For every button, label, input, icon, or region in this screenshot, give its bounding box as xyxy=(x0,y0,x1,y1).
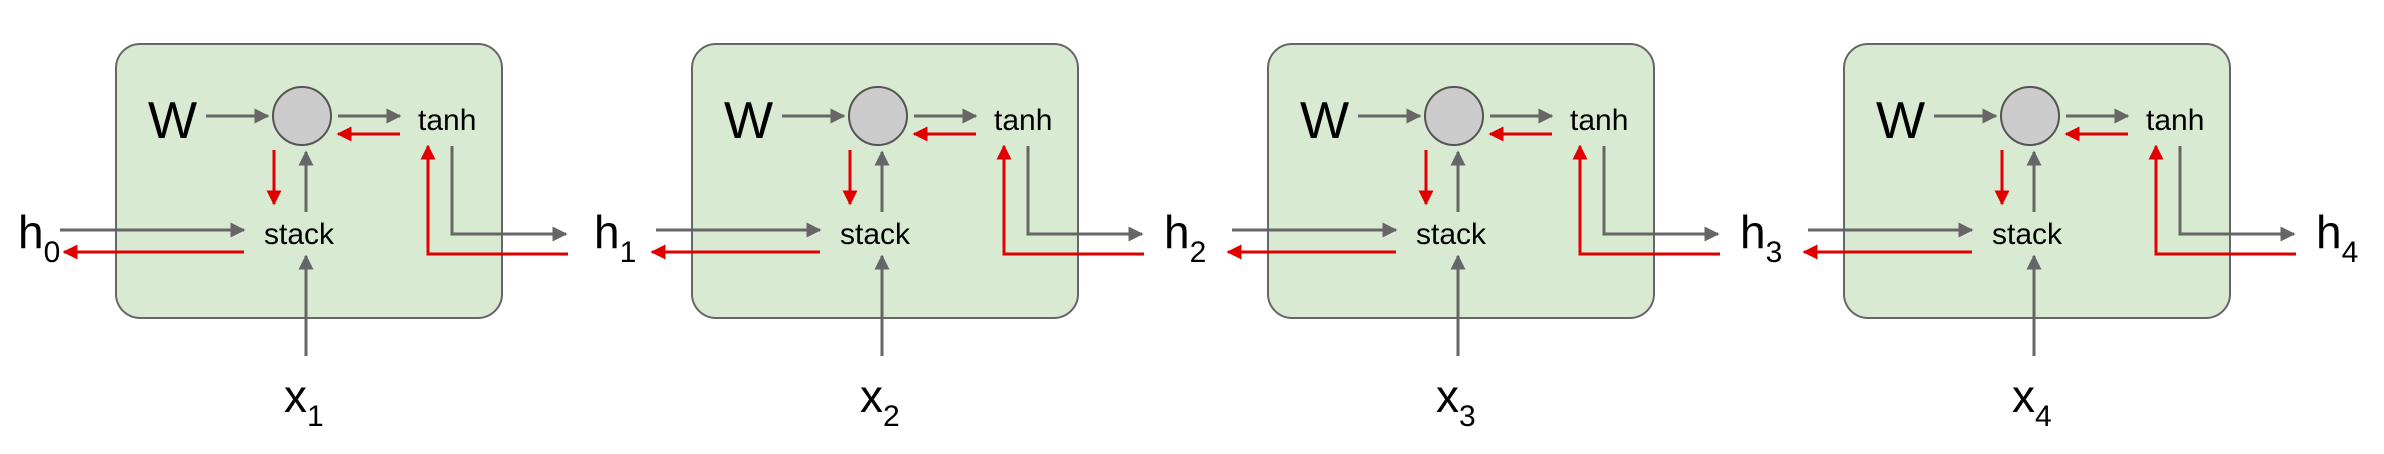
matmul-node xyxy=(272,86,332,146)
tanh-to-next-hidden-arrow xyxy=(2178,146,2296,242)
tanh-to-next-hidden-arrow xyxy=(1602,146,1720,242)
hidden-input-arrows xyxy=(60,222,1974,260)
rnn-cell-1: W tanh stack x1 xyxy=(115,43,568,433)
cell-box xyxy=(691,43,1079,319)
grad-to-tanh-arrow xyxy=(2148,144,2296,256)
stack-label: stack xyxy=(1992,218,2063,251)
weight-label: W xyxy=(148,92,197,150)
grad-to-tanh-arrow xyxy=(996,144,1144,256)
rnn-cell-3: W tanh stack x3 xyxy=(1267,43,1720,433)
weight-label: W xyxy=(1876,92,1925,150)
cell-box xyxy=(1267,43,1655,319)
tanh-to-next-hidden-arrow xyxy=(1026,146,1144,242)
rnn-cell-2: W tanh stack x2 xyxy=(691,43,1144,433)
tanh-label: tanh xyxy=(1570,104,1628,137)
matmul-node xyxy=(848,86,908,146)
hidden-state-label: h1 xyxy=(594,206,636,269)
cell-box xyxy=(115,43,503,319)
matmul-node xyxy=(2000,86,2060,146)
input-label: x1 xyxy=(284,370,324,433)
grad-to-tanh-arrow xyxy=(420,144,568,256)
weight-label: W xyxy=(1300,92,1349,150)
hidden-state-label: h4 xyxy=(2316,206,2358,269)
input-label: x2 xyxy=(860,370,900,433)
matmul-node xyxy=(1424,86,1484,146)
hidden-state-label: h3 xyxy=(1740,206,1782,269)
grad-to-tanh-arrow xyxy=(1572,144,1720,256)
stack-label: stack xyxy=(1416,218,1487,251)
hidden-state-label: h0 xyxy=(18,206,60,269)
tanh-label: tanh xyxy=(994,104,1052,137)
rnn-cell-4: W tanh stack x4 xyxy=(1843,43,2296,433)
stack-label: stack xyxy=(264,218,335,251)
cell-box xyxy=(1843,43,2231,319)
input-label: x3 xyxy=(1436,370,1476,433)
tanh-label: tanh xyxy=(2146,104,2204,137)
stack-label: stack xyxy=(840,218,911,251)
hidden-state-label: h2 xyxy=(1164,206,1206,269)
input-label: x4 xyxy=(2012,370,2052,433)
tanh-to-next-hidden-arrow xyxy=(450,146,568,242)
tanh-label: tanh xyxy=(418,104,476,137)
weight-label: W xyxy=(724,92,773,150)
